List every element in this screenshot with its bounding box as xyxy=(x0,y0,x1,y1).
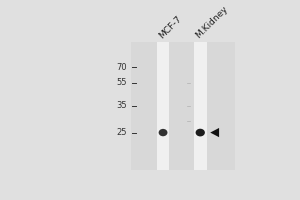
Text: 35: 35 xyxy=(116,101,127,110)
Text: 25: 25 xyxy=(116,128,127,137)
Bar xyxy=(157,42,169,170)
Text: 70: 70 xyxy=(116,63,127,72)
Bar xyxy=(130,42,235,170)
Ellipse shape xyxy=(159,129,167,136)
Bar xyxy=(194,42,207,170)
Polygon shape xyxy=(210,128,219,137)
Text: MCF-7: MCF-7 xyxy=(157,14,183,40)
Text: M.Kidney: M.Kidney xyxy=(194,4,230,40)
Text: 55: 55 xyxy=(116,78,127,87)
Ellipse shape xyxy=(196,129,205,136)
